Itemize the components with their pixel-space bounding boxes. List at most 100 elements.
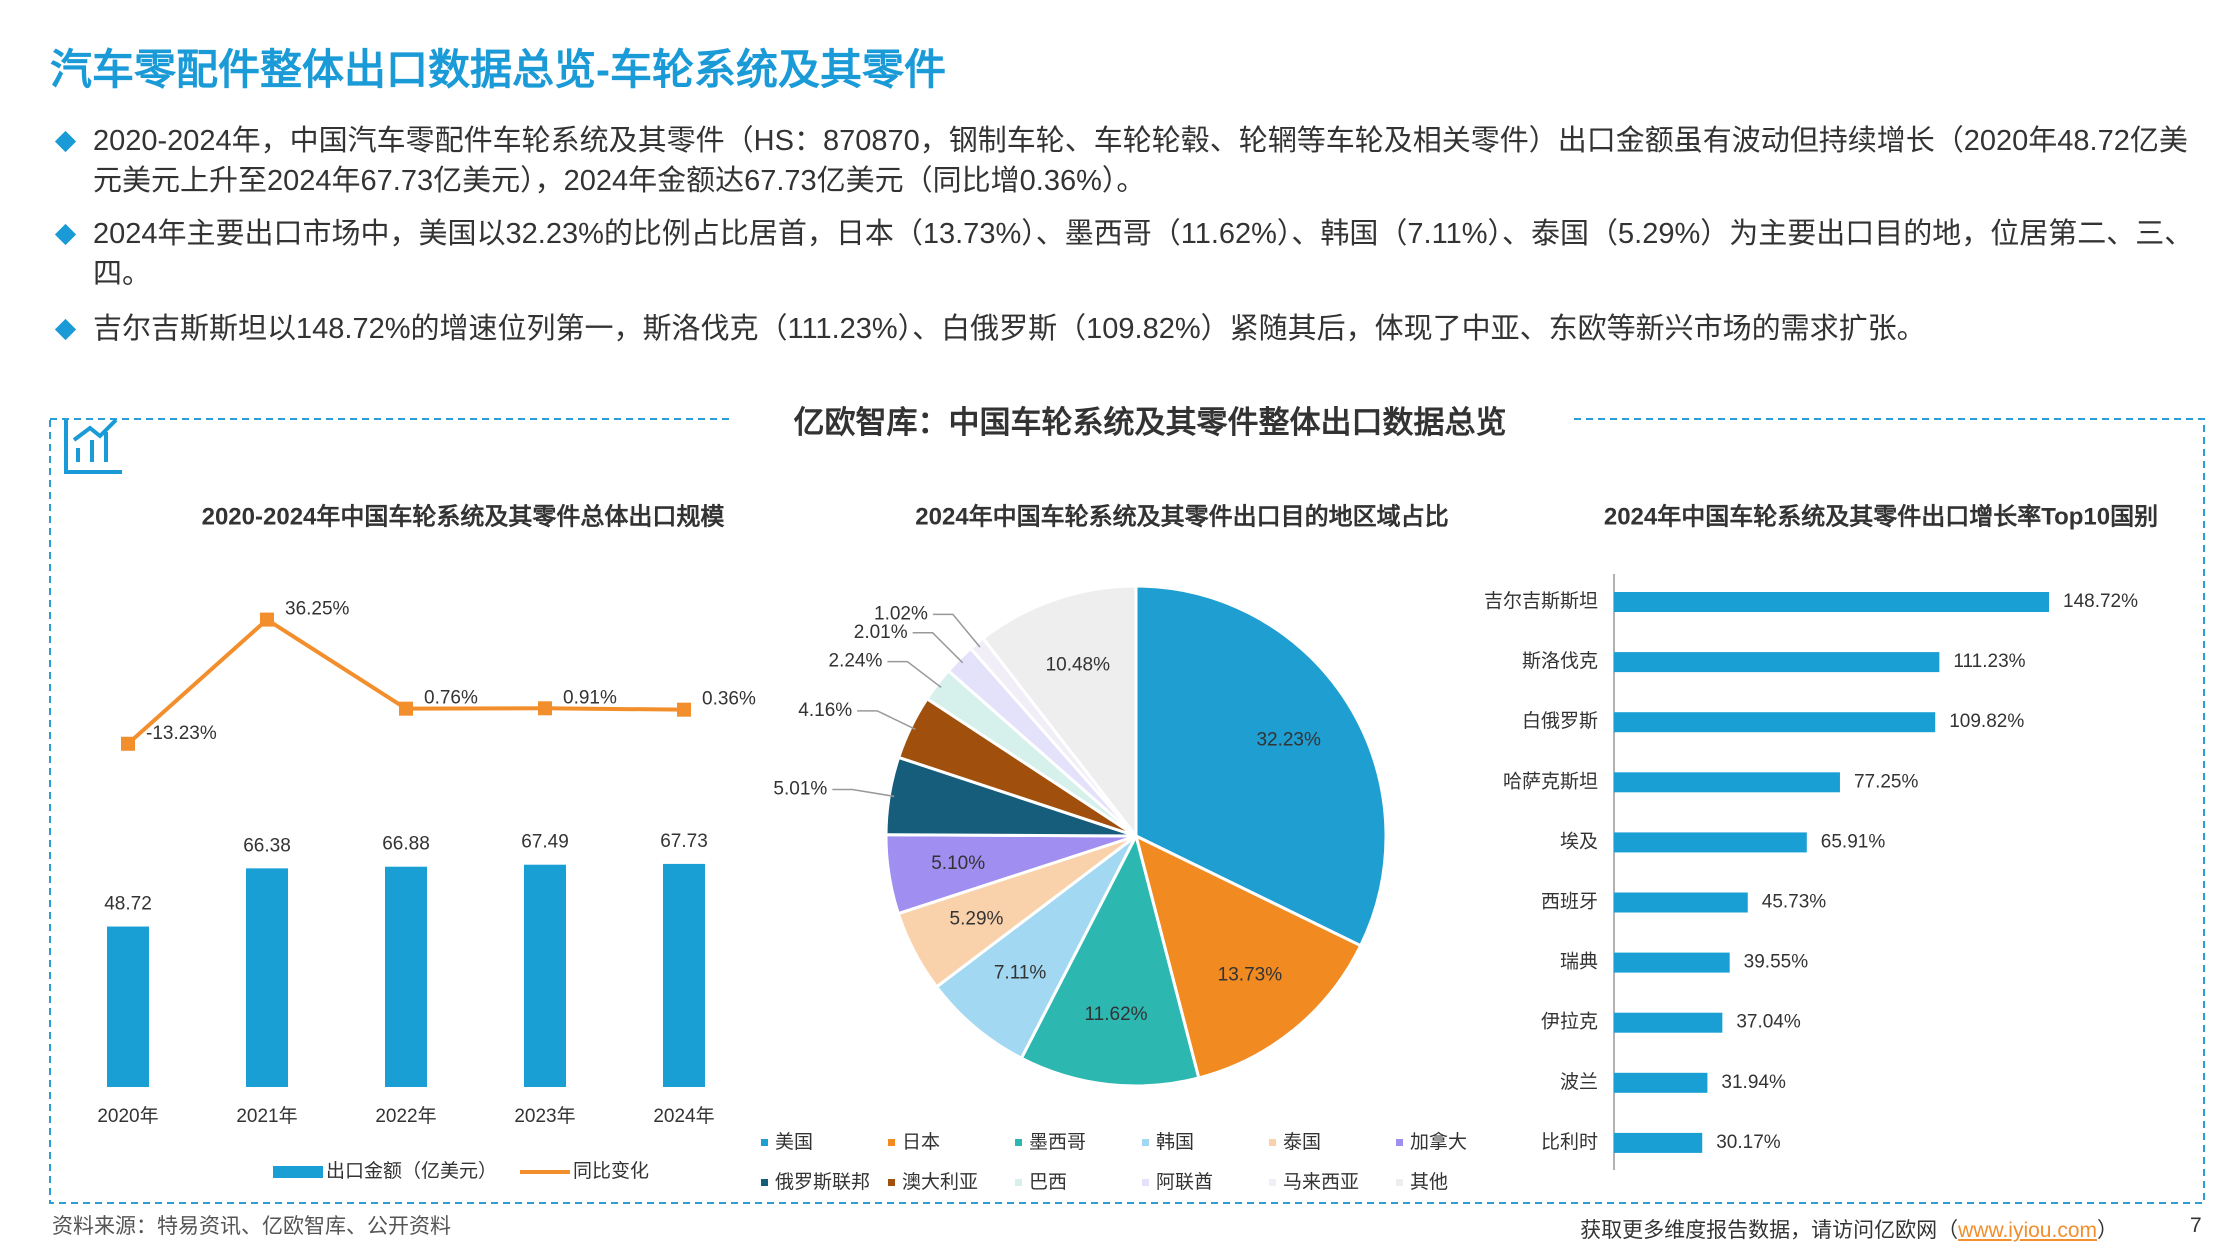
y-tick-label: 波兰	[1560, 1071, 1598, 1093]
data-label: 13.73%	[1218, 964, 1283, 985]
data-label: 5.29%	[950, 908, 1004, 929]
data-label: 7.11%	[994, 963, 1047, 984]
pie-slice	[980, 584, 1138, 841]
page-title: 汽车零配件整体出口数据总览-车轮系统及其零件	[50, 46, 946, 93]
legend-swatch	[1142, 1179, 1149, 1186]
legend-swatch	[888, 1179, 895, 1186]
data-label: 66.38	[243, 835, 291, 856]
pie-slice	[1134, 584, 1388, 948]
chart-title: 2020-2024年中国车轮系统及其零件总体出口规模	[202, 502, 726, 530]
legend-label: 澳大利亚	[902, 1171, 978, 1193]
y-tick-label: 伊拉克	[1541, 1011, 1598, 1033]
data-label: 0.36%	[702, 689, 756, 710]
data-label: 11.62%	[1085, 1004, 1148, 1025]
legend-label: 出口金额（亿美元）	[326, 1160, 497, 1182]
data-label: 77.25%	[1854, 771, 1919, 792]
y-tick-label: 白俄罗斯	[1522, 710, 1598, 732]
bar	[663, 863, 705, 1087]
data-label: 39.55%	[1744, 952, 1809, 973]
bar	[1614, 952, 1730, 973]
data-label: 4.16%	[798, 700, 852, 721]
line-point	[538, 701, 552, 716]
bar	[1614, 1012, 1723, 1033]
legend-swatch	[761, 1139, 768, 1146]
bar	[1614, 592, 2050, 612]
data-label: 48.72	[104, 894, 152, 915]
bullet-text: 2020-2024年，中国汽车零配件车轮系统及其零件（HS：870870，钢制车…	[93, 125, 2188, 197]
y-tick-label: 瑞典	[1560, 951, 1598, 973]
legend-label: 日本	[902, 1131, 940, 1153]
data-label: 66.88	[382, 834, 430, 855]
data-label: 36.25%	[285, 599, 350, 620]
x-tick-label: 2022年	[375, 1105, 436, 1127]
panel-icon	[64, 418, 122, 474]
y-tick-label: 哈萨克斯坦	[1503, 770, 1598, 792]
legend-swatch	[1269, 1139, 1276, 1146]
data-label: 31.94%	[1721, 1072, 1786, 1093]
data-label: 109.82%	[1949, 711, 2024, 732]
legend-label: 墨西哥	[1029, 1132, 1086, 1153]
x-tick-label: 2024年	[653, 1105, 714, 1127]
data-label: 30.17%	[1716, 1132, 1781, 1153]
bar	[107, 926, 149, 1087]
data-label: 5.01%	[773, 779, 827, 800]
leader-line	[932, 613, 981, 648]
pie-slice	[1133, 833, 1363, 1080]
page-number: 7	[2190, 1214, 2202, 1237]
data-label: 1.02%	[874, 603, 928, 624]
data-label: 32.23%	[1256, 730, 1321, 751]
icon-bars	[76, 432, 108, 462]
icon-trend	[72, 418, 118, 442]
x-tick-label: 2023年	[514, 1105, 575, 1127]
data-label: 37.04%	[1736, 1012, 1801, 1033]
data-label: 5.10%	[931, 853, 985, 874]
legend-label: 韩国	[1156, 1131, 1194, 1153]
data-label: 0.76%	[424, 688, 478, 709]
chart-title: 2024年中国车轮系统及其零件出口目的地区域占比	[915, 502, 1448, 530]
bar	[1614, 712, 1936, 733]
bar	[1614, 772, 1840, 793]
footer: 获取更多维度报告数据，请访问亿欧网（www.iyiou.com）	[1580, 1214, 2118, 1244]
data-label: 10.48%	[1046, 655, 1111, 676]
pie-slice	[1019, 831, 1201, 1088]
legend-swatch	[273, 1166, 323, 1178]
leader-line	[832, 788, 895, 798]
y-tick-label: 西班牙	[1541, 891, 1598, 913]
data-label: 67.49	[521, 832, 569, 853]
panel-title-bg	[730, 400, 1570, 450]
y-tick-label: 埃及	[1560, 830, 1598, 852]
data-label: 0.91%	[563, 687, 617, 708]
data-label: 65.91%	[1821, 831, 1886, 852]
leader-line	[912, 632, 964, 664]
panel-frame	[49, 418, 2205, 1204]
bar	[1614, 892, 1748, 913]
bar	[246, 868, 288, 1087]
y-tick-label: 比利时	[1541, 1131, 1598, 1153]
leader-line	[887, 660, 942, 689]
footer-text: ）	[2097, 1219, 2118, 1242]
legend-swatch	[1396, 1139, 1403, 1146]
legend-label: 其他	[1410, 1171, 1448, 1193]
legend-label: 加拿大	[1410, 1130, 1467, 1153]
x-tick-label: 2020年	[97, 1105, 158, 1127]
legend-swatch	[1269, 1179, 1276, 1186]
footer-link[interactable]: www.iyiou.com	[1958, 1219, 2097, 1242]
bar	[1614, 1072, 1708, 1093]
panel-title: 亿欧智库：中国车轮系统及其零件整体出口数据总览	[794, 405, 1507, 440]
data-label: 148.72%	[2063, 591, 2138, 612]
data-label: -13.23%	[146, 723, 217, 744]
legend-swatch	[1142, 1139, 1149, 1146]
legend-label: 泰国	[1283, 1131, 1321, 1153]
data-label: 67.73	[660, 831, 708, 852]
legend-swatch	[1015, 1139, 1022, 1146]
legend-label: 阿联酋	[1156, 1171, 1213, 1193]
chart-title: 2024年中国车轮系统及其零件出口增长率Top10国别	[1604, 502, 2158, 530]
legend-swatch	[888, 1139, 895, 1146]
legend-label: 同比变化	[573, 1160, 649, 1182]
bar	[1614, 1132, 1703, 1153]
bullet-text: 2024年主要出口市场中，美国以32.23%的比例占比居首，日本（13.73%）…	[93, 218, 2194, 290]
leader-line	[857, 710, 916, 730]
legend-label: 马来西亚	[1283, 1171, 1359, 1193]
